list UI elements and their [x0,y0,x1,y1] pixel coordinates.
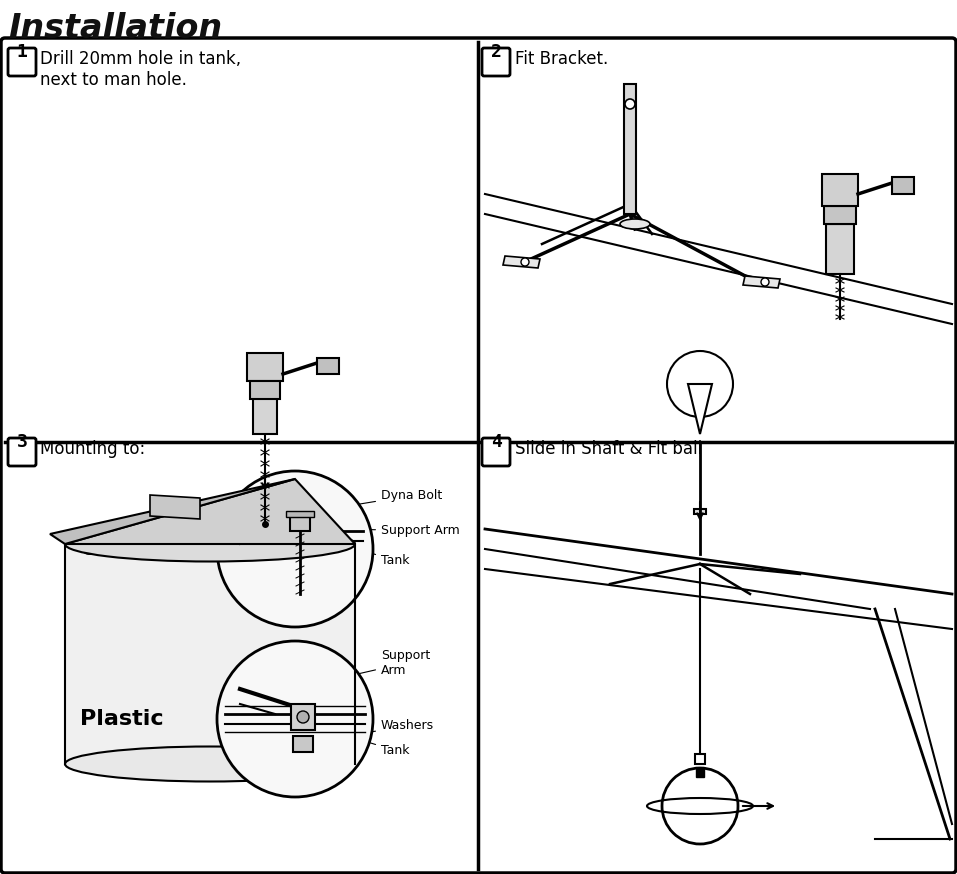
Polygon shape [743,276,780,288]
Bar [250,381,280,399]
Text: Dyna Bolt: Dyna Bolt [308,489,442,512]
Circle shape [217,641,373,797]
Text: 2: 2 [491,43,501,61]
Text: Washers: Washers [305,719,434,744]
Circle shape [297,711,309,723]
Bar [293,736,313,752]
Circle shape [662,768,738,844]
Ellipse shape [65,746,355,781]
Polygon shape [150,495,200,519]
Bar [696,769,704,777]
FancyBboxPatch shape [8,438,36,466]
Bar [694,509,706,514]
Text: Installation: Installation [8,12,222,45]
Bar [826,224,854,274]
Ellipse shape [65,526,355,561]
Text: 4: 4 [491,433,501,451]
Text: Drill 20mm hole in tank,
next to man hole.: Drill 20mm hole in tank, next to man hol… [40,50,241,89]
Circle shape [667,351,733,417]
Bar [247,353,283,381]
Polygon shape [503,256,540,268]
Polygon shape [50,479,295,544]
Ellipse shape [620,219,650,229]
Text: Tank: Tank [318,727,410,757]
Polygon shape [65,479,355,544]
Circle shape [521,258,529,266]
Bar [253,394,277,434]
Polygon shape [65,544,355,764]
FancyBboxPatch shape [8,48,36,76]
Text: Plastic: Plastic [80,709,164,729]
Bar [822,174,858,206]
FancyBboxPatch shape [482,438,510,466]
FancyBboxPatch shape [1,38,956,873]
Text: Slide in Shaft & Fit ball: Slide in Shaft & Fit ball [515,440,702,458]
Text: Support
Arm: Support Arm [273,649,431,693]
Bar [892,177,914,194]
Bar [695,754,705,764]
Bar [290,517,310,531]
Text: 1: 1 [16,43,28,61]
Polygon shape [688,384,712,434]
Circle shape [217,471,373,627]
Bar [286,511,314,517]
Text: Fit Bracket.: Fit Bracket. [515,50,609,68]
Bar [624,84,636,214]
Bar [291,704,315,730]
Text: Concrete: Concrete [80,539,192,559]
FancyBboxPatch shape [482,48,510,76]
Text: Tank: Tank [318,537,410,567]
Circle shape [625,99,635,109]
Text: Mounting to:: Mounting to: [40,440,145,458]
Text: Support Arm: Support Arm [278,524,459,537]
Text: 3: 3 [16,433,28,451]
Bar [317,358,339,374]
Bar [824,206,856,224]
Circle shape [761,278,769,286]
